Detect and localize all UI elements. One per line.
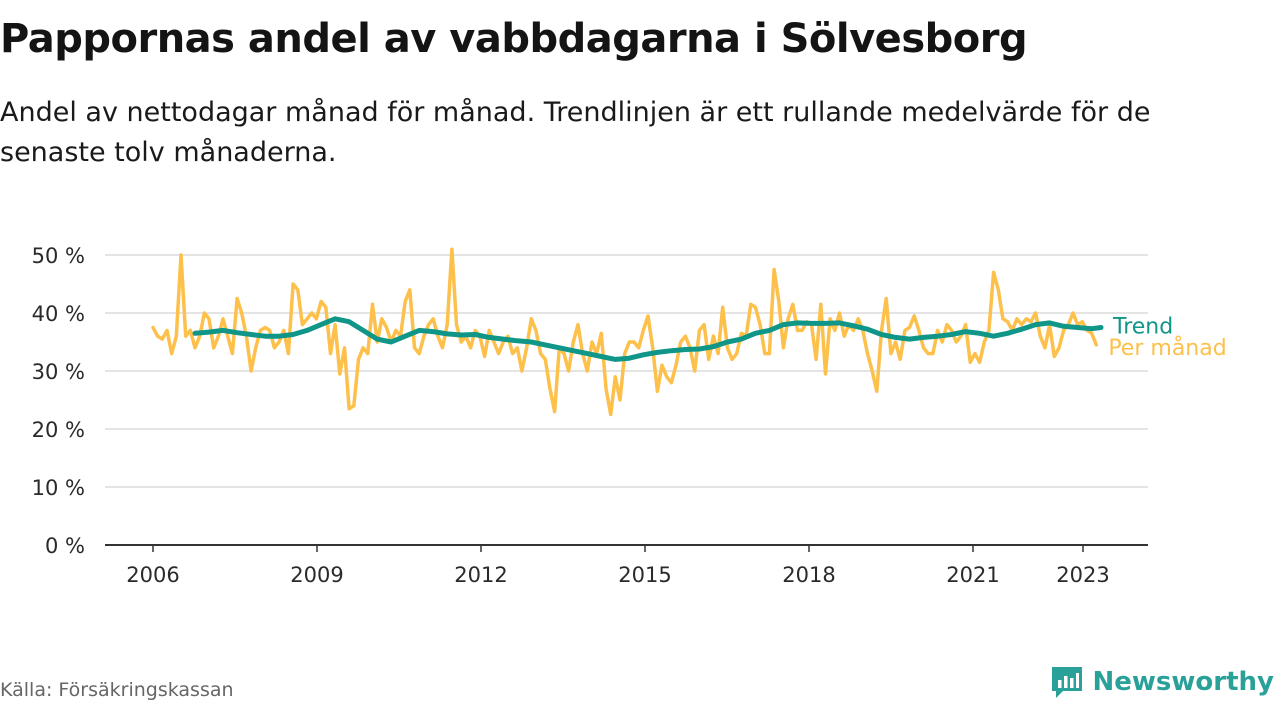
x-tick-label: 2023 [1056, 563, 1109, 587]
bar-chart-icon [1051, 667, 1082, 698]
x-tick-label: 2012 [454, 563, 507, 587]
trend-label: Trend [1112, 315, 1173, 340]
x-tick-label: 2006 [126, 563, 179, 587]
brand-name: Newsworthy [1092, 667, 1274, 697]
y-tick-label: 20 % [32, 418, 85, 442]
grid-lines [105, 254, 1148, 488]
y-tick-label: 40 % [32, 302, 85, 326]
x-tick-label: 2021 [946, 563, 999, 587]
y-tick-label: 30 % [32, 360, 85, 384]
y-tick-label: 0 % [45, 534, 85, 558]
brand-logo: Newsworthy [1049, 664, 1274, 700]
chart-subtitle: Andel av nettodagar månad för månad. Tre… [0, 97, 1151, 168]
x-tick-label: 2015 [618, 563, 671, 587]
monthly-label: Per månad [1108, 335, 1226, 361]
y-axis: 0 % 10 % 20 % 30 % 40 % 50 % [32, 244, 85, 558]
trend-line [192, 316, 1104, 362]
y-tick-label: 50 % [32, 244, 85, 268]
x-tick-label: 2018 [782, 563, 835, 587]
series-lines [151, 247, 1104, 417]
x-axis: 2006 2009 2012 2015 2018 2021 2023 [105, 544, 1148, 587]
source-note: Källa: Försäkringskassan [0, 679, 234, 701]
chart-title: Pappornas andel av vabbdagarna i Sölvesb… [0, 16, 1028, 62]
x-tick-label: 2009 [290, 563, 343, 587]
y-tick-label: 10 % [32, 476, 85, 500]
